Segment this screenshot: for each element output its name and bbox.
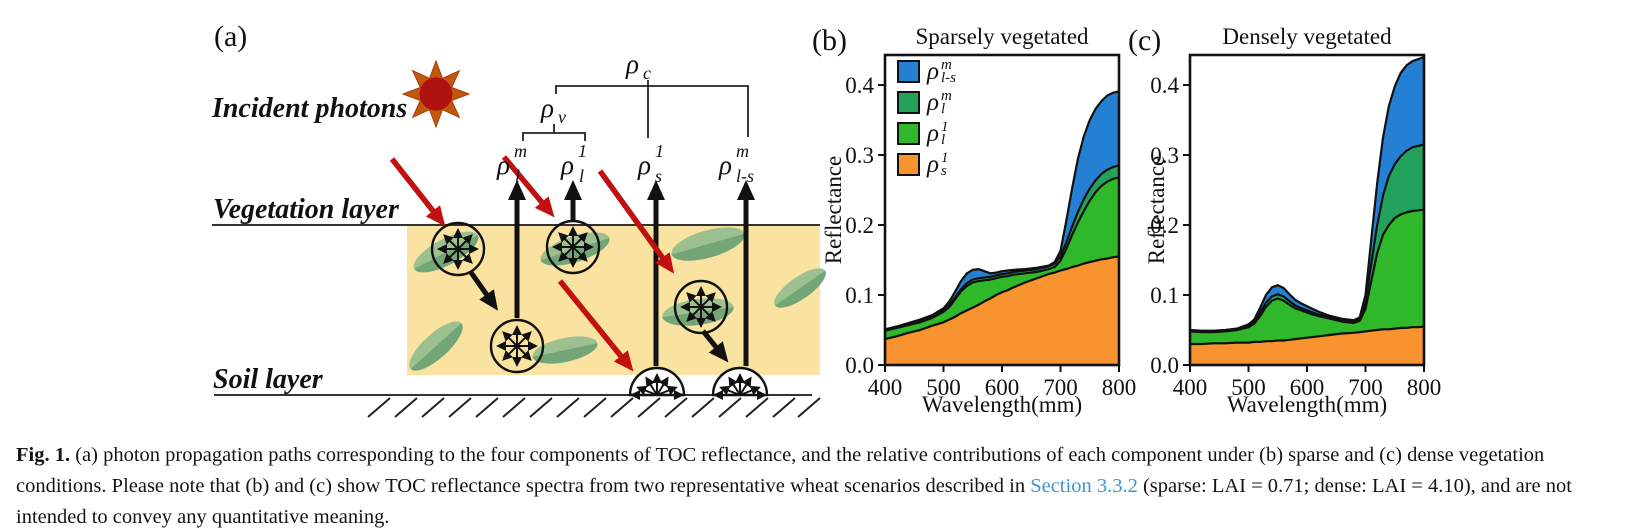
panel-b-label: (b) [812, 24, 847, 57]
legend-swatch-green [897, 122, 920, 145]
diagram-photon-paths: (a) Incident photons Vegetation layer So… [211, 20, 830, 418]
svg-text:1: 1 [578, 141, 587, 161]
section-3-3-2-link[interactable]: Section 3.3.2 [1030, 475, 1138, 497]
soil-hatching [367, 397, 821, 418]
sun-icon [401, 59, 471, 129]
panel-c-label: (c) [1128, 24, 1162, 57]
reflected-photon-arrows [508, 180, 755, 366]
svg-text:m: m [736, 141, 749, 161]
panel-a-label: (a) [214, 20, 247, 53]
svg-text:c: c [643, 63, 651, 83]
chart-b-plot: 400 500 600 700 800 0.0 0.1 0.2 0.3 0.4 [845, 53, 1137, 400]
chart-c-plot: 400 500 600 700 800 0.0 0.1 0.2 0.3 0.4 [1150, 53, 1442, 400]
legend-item-rho-ls-m: ρ m l-s [897, 58, 956, 85]
svg-text:1: 1 [655, 141, 664, 161]
chart-b-xlabel: Wavelength(mm) [921, 392, 1083, 417]
chart-c-title: Densely vegetated [1222, 24, 1392, 49]
svg-text:0.0: 0.0 [845, 353, 874, 378]
rho-ls-m-label: ρ m l-s [718, 141, 754, 186]
svg-text:m: m [514, 141, 527, 161]
svg-text:ρ: ρ [718, 150, 732, 180]
chart-c-xlabel: Wavelength(mm) [1226, 392, 1388, 417]
legend-swatch-orange [897, 153, 920, 176]
rho-l-1-label: ρ 1 l [560, 141, 587, 186]
svg-text:500: 500 [1231, 375, 1266, 400]
figure-caption: Fig. 1. (a) photon propagation paths cor… [16, 440, 1638, 532]
svg-text:0.0: 0.0 [1150, 353, 1179, 378]
svg-text:0.1: 0.1 [845, 283, 874, 308]
incident-photons-label: Incident photons [211, 93, 407, 124]
svg-text:600: 600 [1290, 375, 1325, 400]
svg-text:0.2: 0.2 [1150, 213, 1179, 238]
svg-text:700: 700 [1348, 375, 1383, 400]
svg-text:0.4: 0.4 [1150, 73, 1179, 98]
svg-text:700: 700 [1043, 375, 1078, 400]
rho-s-1-label: ρ 1 s [637, 141, 664, 186]
caption-figure-label: Fig. 1. [16, 444, 71, 466]
rho-c-label: ρ c [625, 49, 651, 83]
svg-text:600: 600 [985, 375, 1020, 400]
svg-text:400: 400 [1173, 375, 1208, 400]
svg-text:0.3: 0.3 [845, 143, 874, 168]
svg-text:s: s [655, 166, 662, 186]
rho-v-label: ρ v [540, 93, 566, 127]
legend-swatch-blue [897, 60, 920, 83]
svg-text:ρ: ρ [496, 150, 510, 180]
legend-swatch-darkgreen [897, 91, 920, 114]
soil-layer-label: Soil layer [213, 364, 324, 395]
svg-text:v: v [558, 107, 566, 127]
svg-text:0.3: 0.3 [1150, 143, 1179, 168]
svg-text:500: 500 [926, 375, 961, 400]
svg-text:0.4: 0.4 [845, 73, 874, 98]
svg-text:800: 800 [1102, 375, 1137, 400]
svg-text:l-s: l-s [736, 166, 754, 186]
svg-text:0.2: 0.2 [845, 213, 874, 238]
svg-text:ρ: ρ [625, 49, 639, 79]
chart-b-title: Sparsely vegetated [915, 24, 1089, 49]
caption-text-1: (a) photon propagation paths correspondi… [16, 444, 1545, 497]
svg-text:l: l [579, 166, 584, 186]
svg-text:0.1: 0.1 [1150, 283, 1179, 308]
rho-l-m-label: ρ m l [496, 141, 527, 186]
svg-text:l: l [515, 166, 520, 186]
svg-text:ρ: ρ [560, 150, 574, 180]
scattered-photon-arrows [467, 269, 729, 363]
svg-text:ρ: ρ [540, 93, 554, 123]
incident-photon-arrows [389, 155, 675, 372]
caption-text-2: (sparse: LAI = 0.71; dense: LAI = 4.10),… [16, 475, 1572, 528]
svg-text:400: 400 [868, 375, 903, 400]
svg-text:ρ: ρ [637, 150, 651, 180]
svg-text:800: 800 [1407, 375, 1442, 400]
component-tree [522, 80, 749, 141]
vegetation-layer-label: Vegetation layer [213, 194, 400, 225]
